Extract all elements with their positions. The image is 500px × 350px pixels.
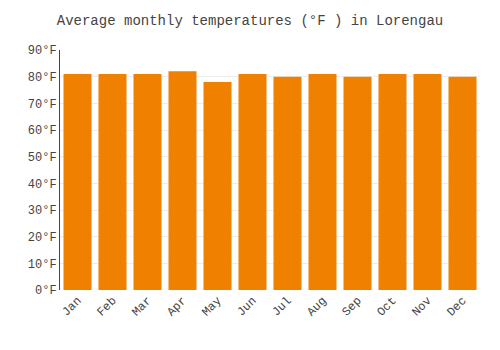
svg-text:Apr: Apr [164, 294, 189, 319]
svg-text:80°F: 80°F [28, 71, 57, 85]
svg-text:Jun: Jun [234, 294, 259, 319]
svg-text:Nov: Nov [409, 294, 434, 319]
svg-text:40°F: 40°F [28, 178, 57, 192]
svg-text:Oct: Oct [374, 294, 399, 319]
svg-text:Feb: Feb [94, 294, 119, 319]
svg-text:60°F: 60°F [28, 124, 57, 138]
svg-text:0°F: 0°F [35, 284, 57, 298]
svg-text:Aug: Aug [304, 294, 329, 319]
svg-text:70°F: 70°F [28, 98, 57, 112]
svg-text:Mar: Mar [129, 294, 154, 319]
svg-text:Jan: Jan [59, 294, 84, 319]
svg-text:Sep: Sep [339, 294, 364, 319]
svg-text:30°F: 30°F [28, 204, 57, 218]
svg-text:10°F: 10°F [28, 258, 57, 272]
svg-text:Average monthly temperatures (: Average monthly temperatures (°F ) in Lo… [57, 13, 443, 29]
svg-text:Jul: Jul [269, 294, 294, 319]
svg-text:May: May [199, 294, 224, 319]
svg-text:50°F: 50°F [28, 151, 57, 165]
svg-text:90°F: 90°F [28, 44, 57, 58]
svg-text:Dec: Dec [444, 294, 469, 319]
svg-text:20°F: 20°F [28, 231, 57, 245]
